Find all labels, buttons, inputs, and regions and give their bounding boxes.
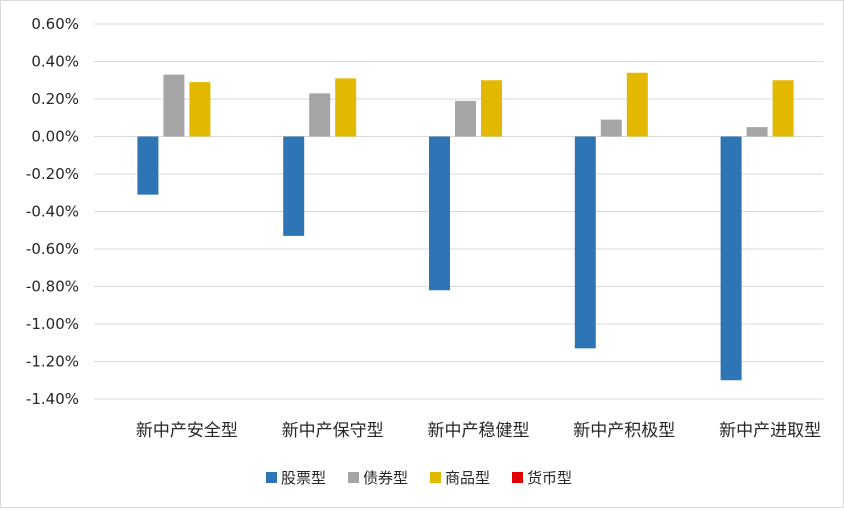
bar [283,136,305,236]
legend-label: 债券型 [363,469,408,487]
x-category-label: 新中产稳健型 [428,421,530,441]
bars [137,72,794,381]
x-category-label: 新中产积极型 [573,421,675,441]
legend-swatch [512,472,523,483]
x-category-label: 新中产保守型 [282,421,384,441]
bar [772,80,794,137]
y-axis-tick-labels: 0.60% 0.40% 0.20% 0.00% -0.20% -0.40% -0.60% -0… [26,15,79,408]
y-tick-label: -0.40% [26,203,79,221]
legend-swatch [348,472,359,483]
legend-swatch [430,472,441,483]
y-tick-label: -0.20% [26,165,79,183]
legend-swatch [266,472,277,483]
y-tick-label: -1.40% [26,390,79,408]
bar [163,74,185,137]
y-tick-label: 0.20% [31,90,79,108]
bar [429,136,450,291]
x-category-label: 新中产进取型 [719,421,821,441]
y-tick-label: -0.60% [26,240,79,258]
legend-label: 商品型 [445,469,490,487]
legend: 股票型 债券型 商品型 货币型 [266,469,572,487]
bar [137,136,159,195]
bar [574,136,596,349]
gridlines [94,23,823,400]
y-tick-label: -1.20% [26,353,79,371]
y-tick-label: 0.00% [31,128,79,146]
bar [600,119,622,137]
bar [720,136,742,381]
y-tick-label: -0.80% [26,278,79,296]
bar [746,127,768,137]
y-tick-label: 0.40% [31,53,79,71]
bar [481,80,502,137]
bar [335,78,357,137]
y-tick-label: 0.60% [31,15,79,33]
bar [309,93,331,137]
bar [189,82,211,137]
y-tick-label: -1.00% [26,315,79,333]
bar [455,100,476,137]
legend-label: 股票型 [281,469,326,487]
x-axis-category-labels: 新中产安全型 新中产保守型 新中产稳健型 新中产积极型 新中产进取型 [136,421,821,441]
legend-label: 货币型 [527,469,572,487]
bar [626,72,648,137]
x-category-label: 新中产安全型 [136,421,238,441]
